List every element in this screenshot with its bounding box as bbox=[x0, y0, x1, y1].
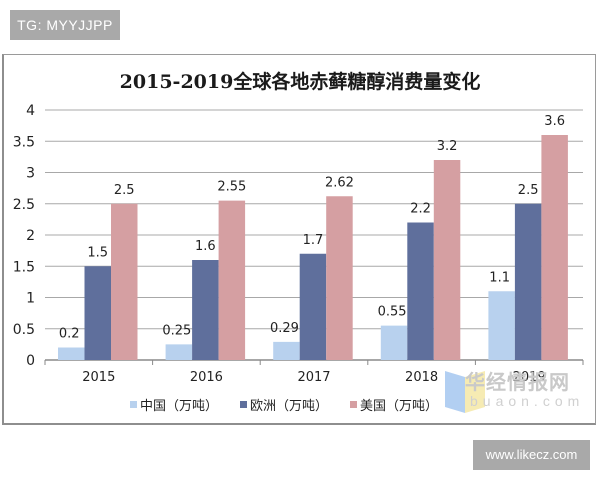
bar bbox=[299, 253, 327, 360]
x-tick-label: 2017 bbox=[297, 370, 330, 385]
legend-swatch-icon bbox=[350, 401, 358, 408]
data-label: 0.29 bbox=[270, 321, 299, 336]
watermark-tag-bottom: www.likecz.com bbox=[473, 440, 590, 470]
data-label: 0.55 bbox=[378, 305, 407, 320]
x-tick-label: 2016 bbox=[190, 370, 223, 385]
data-label: 2.62 bbox=[325, 175, 354, 190]
legend-label: 欧洲（万吨） bbox=[250, 399, 329, 414]
legend-label: 美国（万吨） bbox=[360, 399, 439, 414]
bar bbox=[380, 325, 408, 360]
x-tick-label: 2015 bbox=[82, 370, 115, 385]
chart-title: 2015-2019全球各地赤藓糖醇消费量变化 bbox=[119, 71, 481, 93]
y-tick-label: 1.5 bbox=[13, 259, 35, 275]
data-label: 1.7 bbox=[303, 233, 324, 248]
bar bbox=[407, 222, 434, 360]
y-tick-label: 4 bbox=[26, 103, 35, 119]
legend-item: 美国（万吨） bbox=[350, 395, 438, 414]
data-label: 0.2 bbox=[59, 327, 80, 342]
legend-swatch-icon bbox=[240, 401, 248, 408]
data-label: 1.5 bbox=[87, 245, 108, 260]
watermark-site-domain: buaon.com bbox=[470, 393, 585, 409]
data-label: 2.55 bbox=[217, 180, 246, 195]
data-label: 1.6 bbox=[195, 239, 216, 254]
legend-swatch-icon bbox=[130, 401, 137, 408]
bar bbox=[488, 291, 515, 360]
watermark-logo-icon bbox=[445, 371, 485, 413]
x-tick-label: 2018 bbox=[405, 370, 438, 385]
bar bbox=[326, 196, 353, 360]
legend-label: 中国（万吨） bbox=[140, 399, 219, 414]
watermark-site-name: 华经情报网 bbox=[465, 370, 570, 394]
y-tick-label: 0.5 bbox=[13, 322, 35, 338]
y-tick-label: 1 bbox=[26, 291, 35, 307]
bar bbox=[165, 344, 193, 360]
data-label: 0.25 bbox=[162, 323, 191, 338]
bar bbox=[111, 203, 138, 360]
bar bbox=[218, 200, 246, 360]
chart-frame bbox=[2, 54, 596, 425]
bar bbox=[84, 266, 111, 360]
data-label: 3.2 bbox=[437, 139, 458, 154]
data-label: 3.6 bbox=[544, 114, 565, 129]
bar bbox=[58, 347, 85, 360]
y-tick-label: 3.5 bbox=[13, 134, 35, 150]
data-label: 1.1 bbox=[489, 270, 510, 285]
legend-item: 欧洲（万吨） bbox=[240, 395, 328, 414]
bar bbox=[514, 203, 542, 360]
bar bbox=[433, 160, 461, 360]
y-tick-label: 0 bbox=[26, 353, 35, 369]
bar bbox=[273, 341, 300, 360]
data-label: 2.2 bbox=[410, 202, 431, 217]
data-label: 2.5 bbox=[518, 183, 539, 198]
data-label: 2.5 bbox=[114, 183, 135, 198]
bar bbox=[541, 135, 568, 360]
chart-legend: 中国（万吨） 欧洲（万吨） 美国（万吨） bbox=[130, 395, 438, 414]
watermark-tag-top: TG: MYYJJPP bbox=[10, 10, 120, 40]
x-tick-label: 2019 bbox=[513, 370, 546, 385]
bar bbox=[192, 260, 219, 360]
y-tick-label: 2 bbox=[26, 228, 35, 244]
legend-item: 中国（万吨） bbox=[130, 395, 218, 414]
y-tick-label: 2.5 bbox=[13, 197, 35, 213]
y-tick-label: 3 bbox=[26, 166, 35, 182]
